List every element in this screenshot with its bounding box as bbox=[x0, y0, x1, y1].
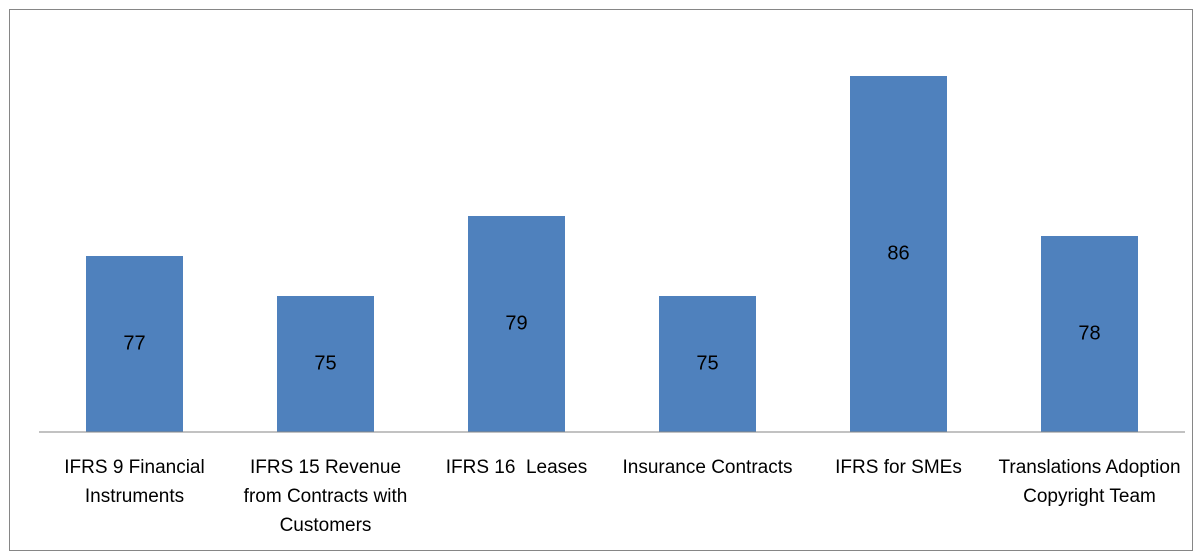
data-label: 79 bbox=[505, 312, 527, 334]
chart-border bbox=[9, 9, 1193, 551]
x-tick-label: IFRS 15 Revenue from Contracts with Cust… bbox=[243, 457, 413, 536]
bar bbox=[850, 76, 947, 432]
x-tick-label: Translations Adoption Copyright Team bbox=[998, 457, 1181, 507]
bar bbox=[659, 296, 756, 432]
data-label: 75 bbox=[314, 352, 336, 374]
data-label: 75 bbox=[696, 352, 718, 374]
x-tick-label: IFRS for SMEs bbox=[835, 457, 962, 478]
x-tick-label: Insurance Contracts bbox=[622, 457, 793, 478]
bar bbox=[86, 256, 183, 432]
bar bbox=[468, 216, 565, 432]
data-label: 78 bbox=[1078, 322, 1100, 344]
bar bbox=[1041, 236, 1138, 432]
x-tick-label: IFRS 16 Leases bbox=[445, 457, 588, 478]
x-tick-label: IFRS 9 Financial Instruments bbox=[64, 457, 210, 507]
data-label: 77 bbox=[123, 332, 145, 354]
bar bbox=[277, 296, 374, 432]
data-label: 86 bbox=[887, 242, 909, 264]
